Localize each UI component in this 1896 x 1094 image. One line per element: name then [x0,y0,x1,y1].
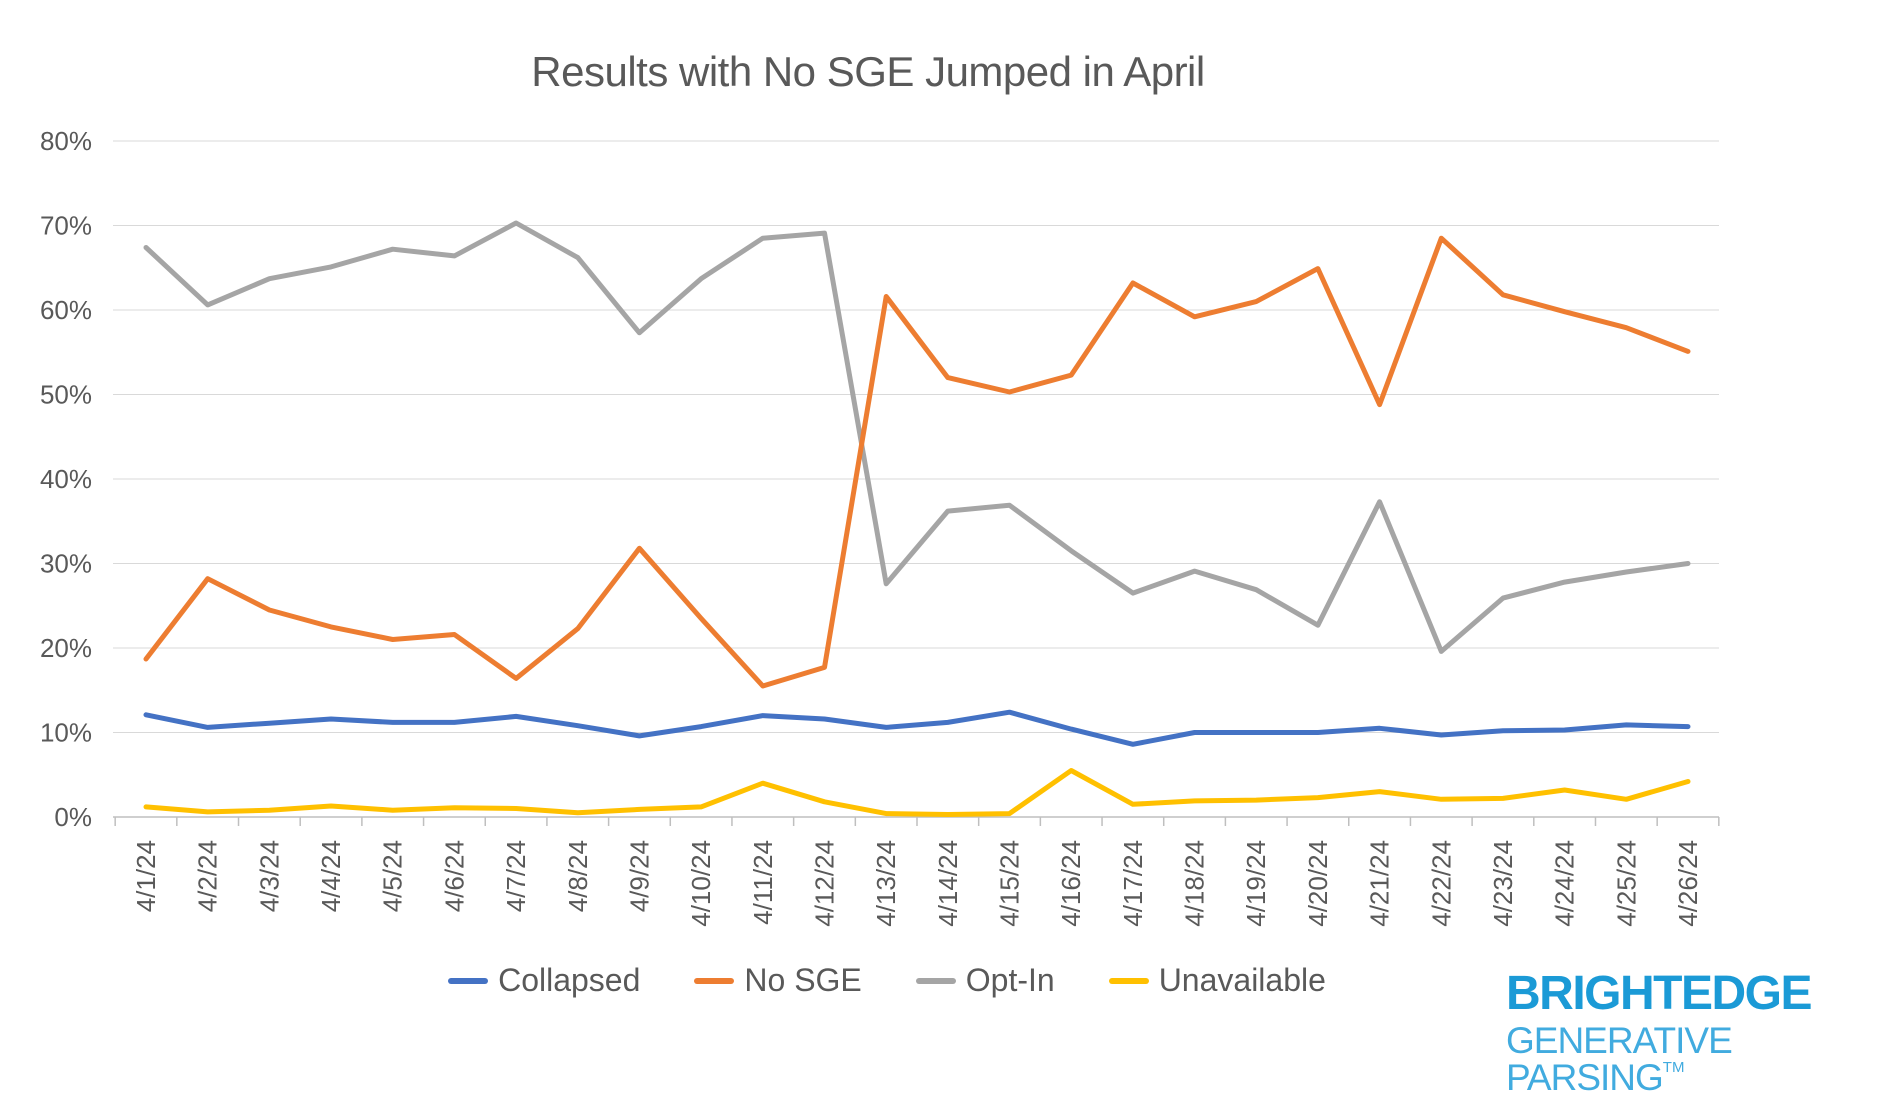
x-tick-label: 4/26/24 [1673,840,1703,927]
x-tick-label: 4/11/24 [748,840,778,925]
x-tick-label: 4/21/24 [1365,840,1395,927]
y-tick-label: 40% [40,464,92,494]
brand-tagline-text: GENERATIVE PARSINGTM [1506,1020,1733,1094]
legend-label: No SGE [744,962,862,998]
series-line-opt-in [143,220,1691,654]
x-tick-label: 4/5/24 [378,840,408,912]
x-tick-label: 4/2/24 [193,840,223,912]
x-tick-label: 4/7/24 [501,840,531,912]
legend-swatch [1108,977,1149,984]
chart-title: Results with No SGE Jumped in April [531,48,1205,95]
x-tick-label: 4/8/24 [563,840,593,912]
x-tick-label: 4/16/24 [1056,840,1086,927]
x-tick-label: 4/14/24 [933,840,963,927]
x-tick-label: 4/25/24 [1611,840,1641,927]
x-tick-label: 4/19/24 [1241,840,1271,927]
legend: Collapsed No SGE Opt-In Unavailable [0,962,1774,999]
y-tick-label: 30% [40,549,92,579]
x-tick-label: 4/22/24 [1426,840,1456,927]
series-line-unavailable [143,768,1691,817]
x-tick-label: 4/3/24 [254,840,284,912]
x-tick-label: 4/13/24 [871,840,901,927]
legend-item-collapsed: Collapsed [448,962,640,999]
legend-swatch [915,977,956,984]
y-tick-label: 80% [40,126,92,156]
x-tick-label: 4/18/24 [1180,840,1210,927]
legend-label: Unavailable [1158,962,1326,998]
legend-swatch [448,977,489,984]
x-tick-label: 4/9/24 [624,840,654,912]
x-tick-label: 4/12/24 [809,840,839,927]
x-tick-label: 4/23/24 [1488,840,1518,927]
legend-label: Collapsed [498,962,641,998]
legend-item-unavailable: Unavailable [1108,962,1326,999]
y-tick-label: 60% [40,295,92,325]
series-line-no-sge [143,235,1691,689]
y-tick-label: 0% [54,802,92,832]
legend-item-no-sge: No SGE [694,962,862,999]
y-tick-label: 70% [40,211,92,241]
y-tick-label: 10% [40,718,92,748]
legend-swatch [694,977,735,984]
legend-item-opt-in: Opt-In [915,962,1055,999]
y-tick-label: 50% [40,380,92,410]
y-tick-label: 20% [40,633,92,663]
brand-name-text: BRIGHTEDGE [1506,967,1813,1020]
x-tick-label: 4/20/24 [1303,840,1333,927]
x-tick-label: 4/15/24 [995,840,1025,927]
x-tick-label: 4/1/24 [131,840,161,912]
x-tick-label: 4/4/24 [316,840,346,912]
x-tick-label: 4/17/24 [1118,840,1148,927]
series-line-collapsed [143,709,1691,747]
brand-logo: BRIGHTEDGE GENERATIVE PARSINGTM [1506,970,1896,1094]
legend-label: Opt-In [965,962,1055,998]
x-tick-label: 4/6/24 [439,840,469,912]
x-tick-label: 4/10/24 [686,840,716,927]
trademark-symbol: TM [1662,1059,1685,1076]
x-tick-label: 4/24/24 [1550,840,1580,927]
